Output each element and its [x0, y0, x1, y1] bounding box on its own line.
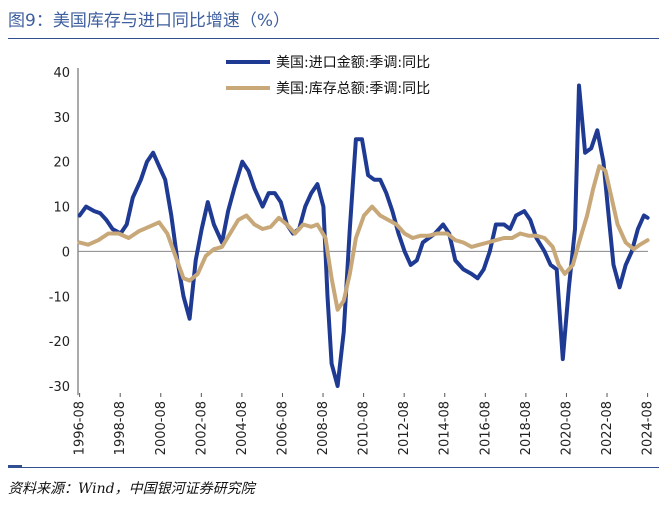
footer-rule: [8, 467, 659, 468]
x-tick-label: 2018-08: [519, 401, 534, 455]
series-line-imports: [77, 83, 650, 388]
y-tick-label: -10: [49, 290, 70, 305]
x-tick-label: 1998-08: [113, 401, 128, 455]
x-tick-label: 2008-08: [316, 401, 331, 455]
source-note: 资料来源：Wind，中国银河证券研究院: [8, 481, 255, 497]
legend-label: 美国:进口金额:季调:同比: [276, 55, 430, 71]
line-chart: -30 -20 -10 0 10 20 30 40 1996-08 1998-08 2000-08…: [49, 55, 656, 455]
x-tick-label: 2020-08: [559, 401, 574, 455]
x-tick-label: 2012-08: [397, 401, 412, 455]
x-tick-label: 2000-08: [154, 401, 169, 455]
x-tick-label: 1996-08: [73, 401, 88, 455]
x-tick-label: 2022-08: [600, 401, 615, 455]
y-tick-label: 0: [62, 245, 70, 260]
chart-title: 图9：美国库存与进口同比增速（%）: [8, 11, 290, 31]
x-tick-label: 2006-08: [275, 401, 290, 455]
plot-area: [77, 83, 650, 388]
legend-label: 美国:库存总额:季调:同比: [276, 81, 430, 97]
x-tick-label: 2016-08: [478, 401, 493, 455]
x-axis: 1996-08 1998-08 2000-08 2002-08 2004-08 2006-…: [73, 250, 656, 455]
y-tick-label: -20: [49, 335, 70, 350]
y-tick-label: -30: [49, 380, 70, 395]
y-tick-label: 20: [53, 156, 70, 171]
y-tick-label: 10: [53, 201, 70, 216]
x-tick-label: 2010-08: [357, 401, 372, 455]
series-line-inventories: [77, 164, 650, 312]
x-tick-label: 2024-08: [641, 401, 656, 455]
y-tick-label: 40: [53, 66, 70, 81]
x-tick-label: 2014-08: [438, 401, 453, 455]
header-rule: [8, 38, 659, 39]
footer-rule-accent: [8, 465, 22, 468]
x-tick-label: 2002-08: [194, 401, 209, 455]
y-tick-label: 30: [53, 111, 70, 126]
x-tick-label: 2004-08: [235, 401, 250, 455]
y-axis: -30 -20 -10 0 10 20 30 40: [49, 66, 79, 395]
